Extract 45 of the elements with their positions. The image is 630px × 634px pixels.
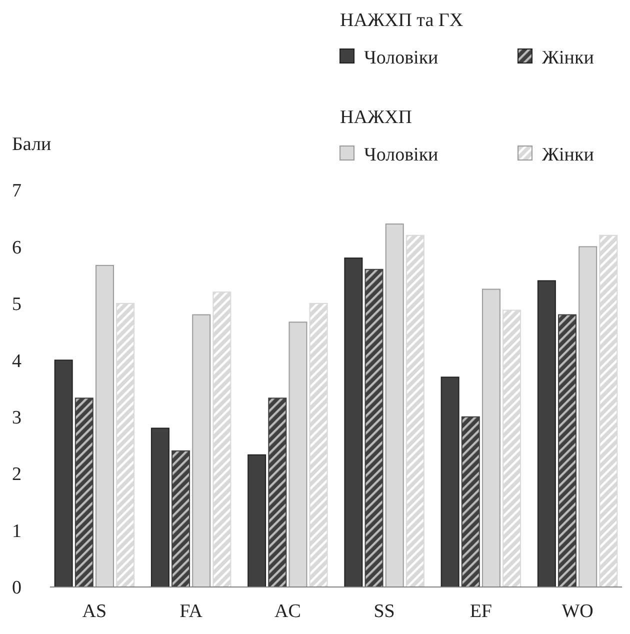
y-tick-label: 1 [12, 520, 22, 542]
bar [192, 314, 211, 588]
legend-label: Жінки [542, 48, 594, 69]
bar [537, 280, 556, 588]
bar [364, 268, 384, 588]
bar [578, 246, 598, 588]
bar [288, 322, 308, 588]
y-tick-label: 4 [12, 350, 22, 372]
x-tick-label: EF [470, 601, 492, 622]
bar [406, 234, 424, 588]
y-tick-label: 0 [12, 578, 22, 599]
bar [268, 398, 287, 588]
bar [212, 292, 232, 588]
bar [482, 288, 500, 588]
bar [385, 224, 404, 588]
y-tick-label: 5 [12, 294, 22, 316]
bar [150, 428, 170, 588]
legend-label: Чоловіки [364, 48, 438, 69]
bar [172, 450, 190, 588]
x-tick-label: FA [180, 601, 203, 622]
bar [248, 454, 266, 588]
x-tick-label: AS [82, 601, 107, 622]
text: НАЖХП [340, 107, 412, 128]
bar [95, 264, 114, 588]
y-tick-label: 6 [12, 237, 22, 258]
bar [558, 314, 577, 588]
bar [74, 398, 94, 588]
bar [309, 302, 328, 588]
x-tick-label: SS [374, 601, 395, 622]
legend-label: Жінки [542, 144, 594, 166]
y-axis-title: Бали [12, 134, 52, 155]
bar [502, 310, 522, 588]
bar [54, 360, 73, 588]
y-tick-label: 3 [12, 408, 22, 429]
y-tick-label: 7 [12, 180, 22, 202]
bar [440, 376, 460, 588]
legend-label: Чоловіки [364, 144, 438, 166]
x-tick-label: WO [562, 601, 594, 622]
bar [116, 302, 135, 588]
x-tick-label: AC [274, 601, 301, 622]
text: НАЖХП та ГХ [340, 10, 464, 31]
y-tick-label: 2 [12, 464, 22, 486]
bar [461, 416, 480, 588]
bar [344, 258, 363, 588]
bar [599, 234, 618, 588]
